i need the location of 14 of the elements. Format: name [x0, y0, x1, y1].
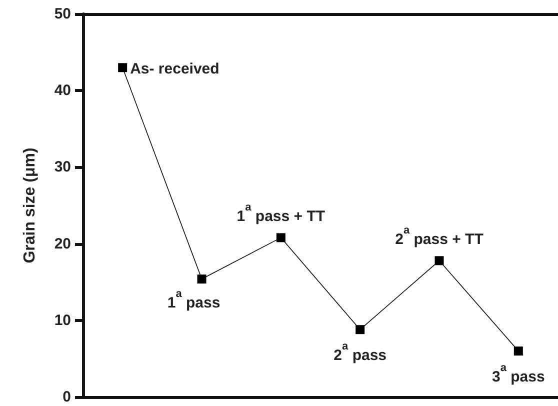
point [356, 325, 365, 334]
point [197, 274, 206, 284]
point [434, 256, 444, 266]
y-tick-label: 30 [54, 158, 71, 176]
y-tick-label: 40 [54, 82, 71, 100]
annotation: As- received [130, 60, 220, 78]
y-axis-title: Grain size (μm) [22, 148, 38, 264]
y-tick-label: 0 [62, 388, 71, 406]
y-tick-label: 50 [54, 6, 71, 22]
point [118, 63, 128, 72]
point [276, 233, 286, 242]
point [514, 346, 523, 356]
y-tick-label: 10 [54, 312, 71, 329]
y-tick-label: 20 [54, 235, 71, 252]
